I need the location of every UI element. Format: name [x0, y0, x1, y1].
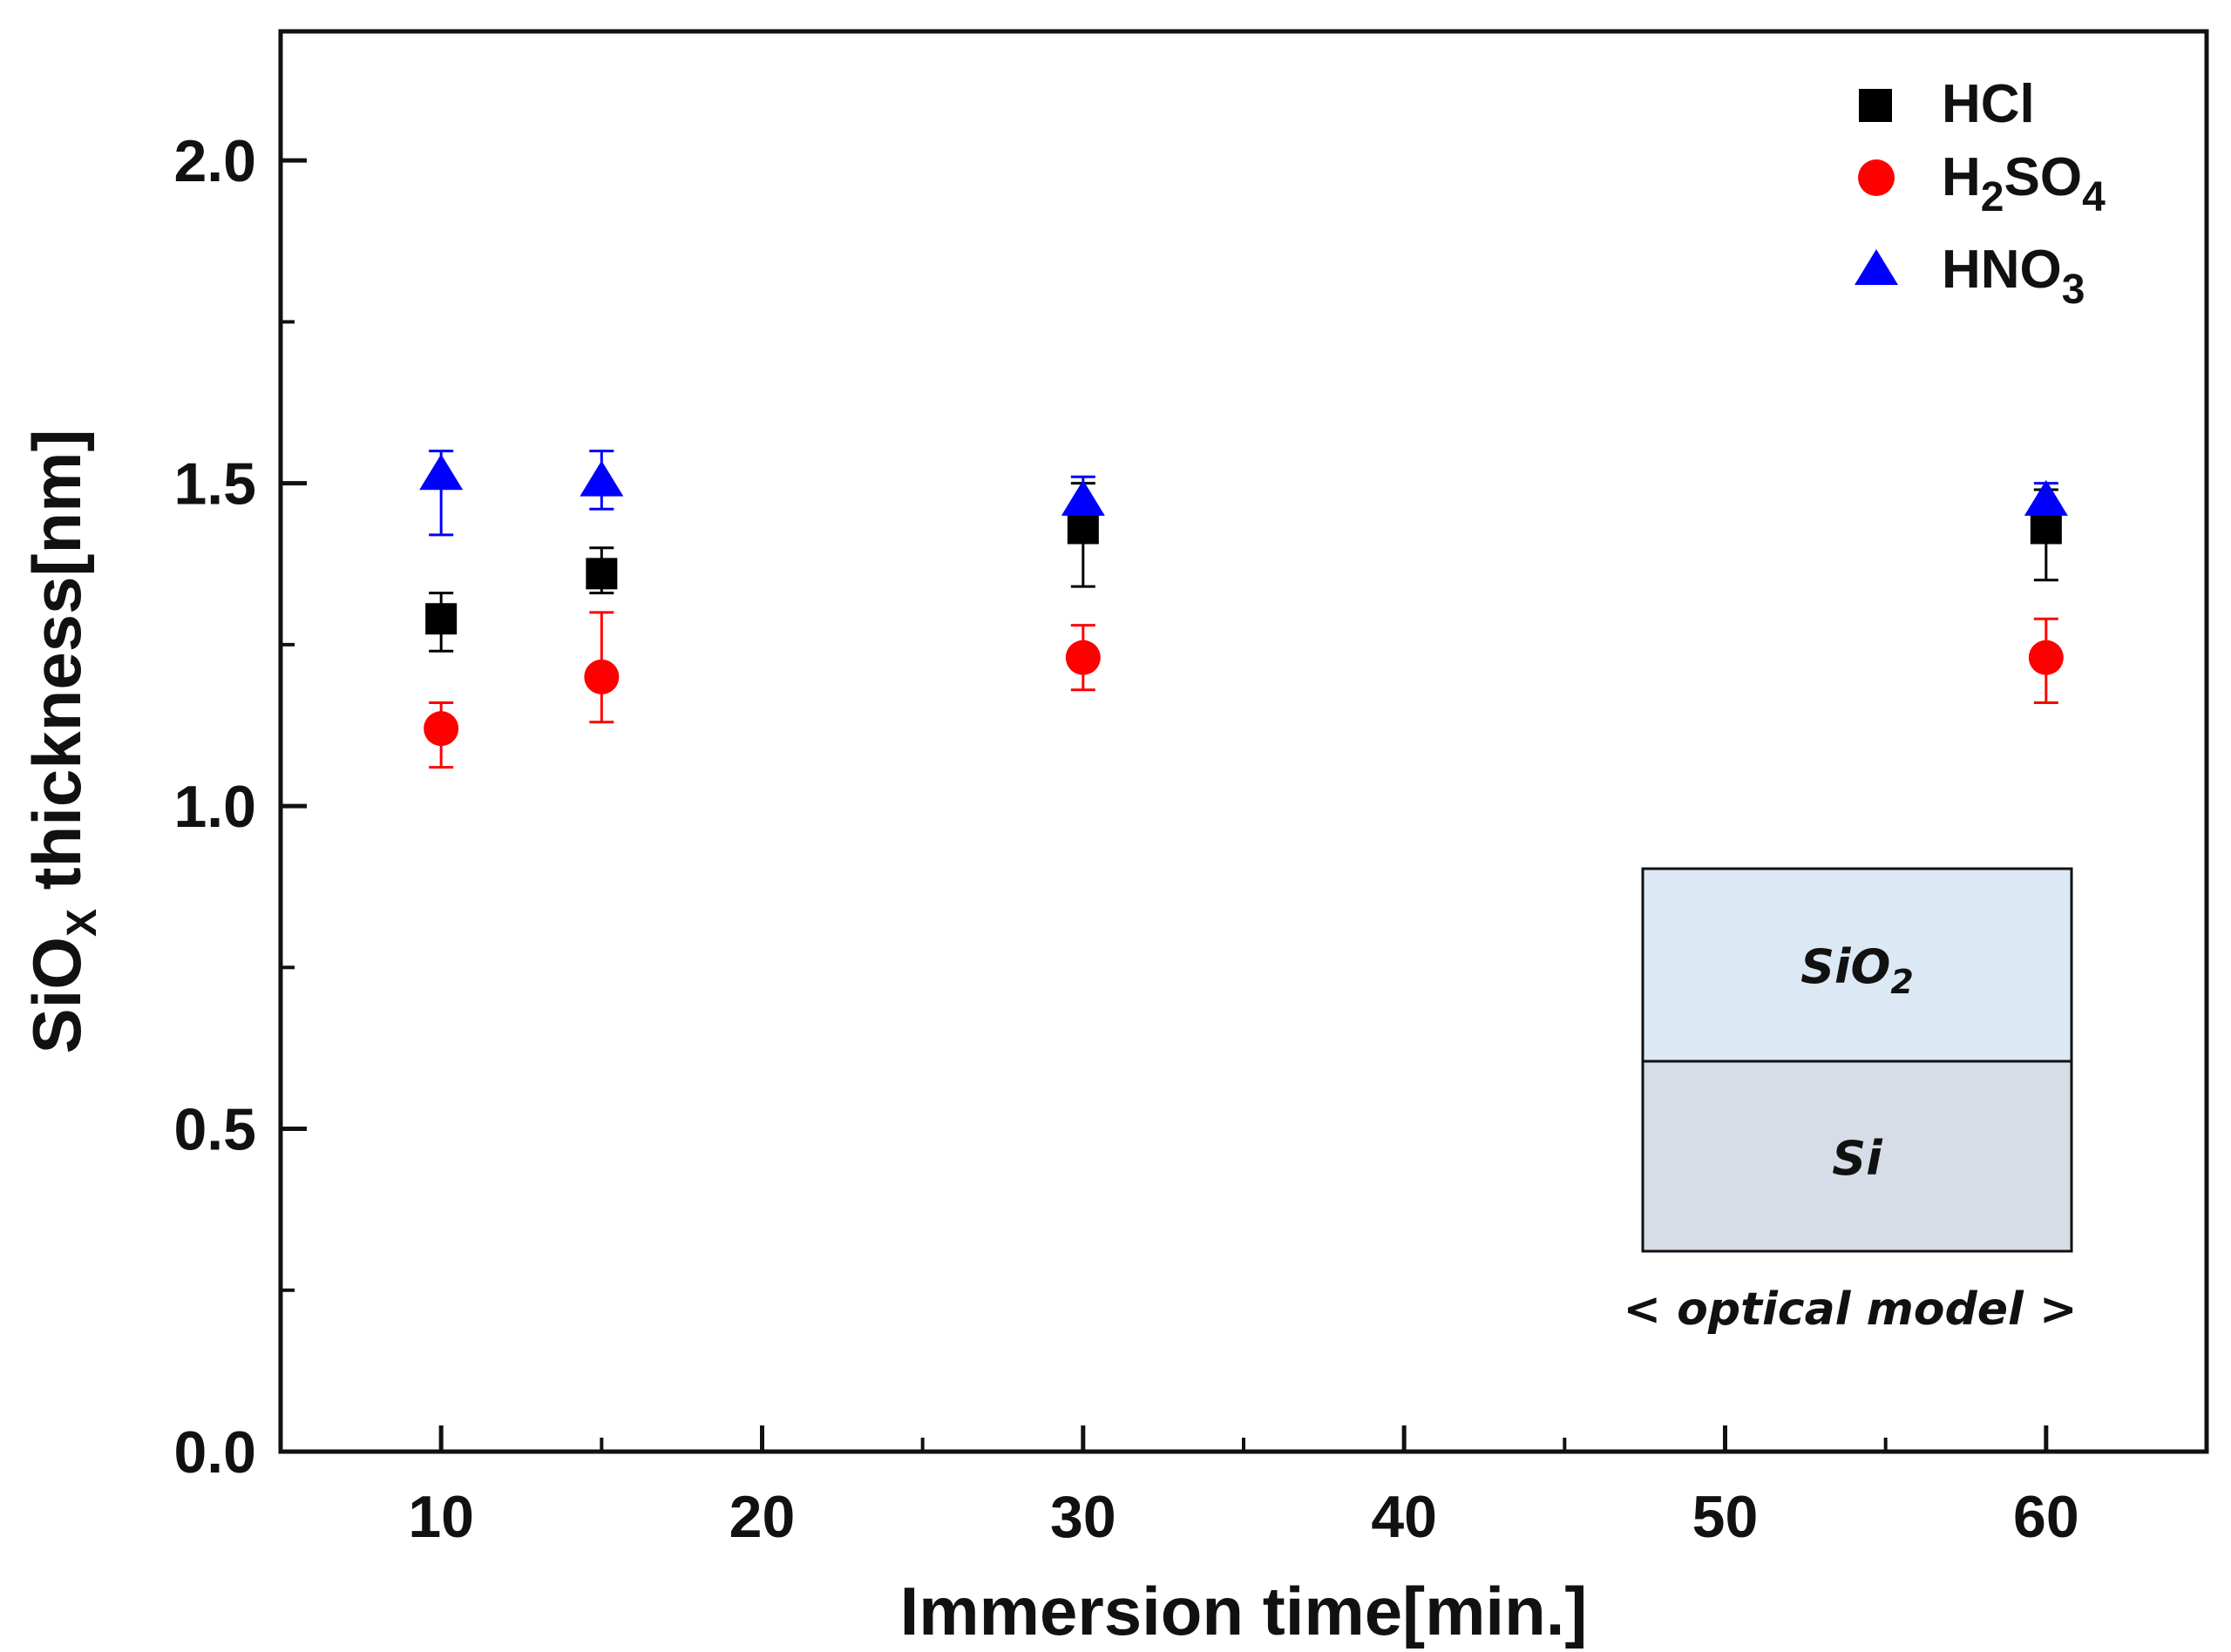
point-hno3 [580, 460, 624, 497]
data-points [419, 454, 2068, 747]
x-tick-label: 50 [1692, 1484, 1759, 1550]
si-layer-label: Si [1832, 1131, 1883, 1186]
y-axis-title-rest: thickness[nm] [18, 430, 95, 909]
legend-label-h2so4: H2SO4 [1942, 147, 2106, 220]
optical-model-inset: SiO2 Si < optical model > [1623, 867, 2078, 1336]
legend-marker-hno3 [1855, 249, 1898, 285]
x-axis-title: Immersion time[min.] [900, 1573, 1588, 1649]
point-hcl [2030, 512, 2062, 545]
point-hno3 [419, 454, 464, 491]
sio2-layer-label: SiO2 [1800, 939, 1914, 1001]
y-tick-label: 1.0 [173, 774, 256, 840]
si-layer [1641, 1060, 2073, 1253]
y-axis-title-sub: X [59, 909, 105, 937]
legend-marker-h2so4 [1858, 159, 1895, 196]
point-h2so4 [2028, 640, 2064, 675]
legend-marker-hcl [1859, 89, 1892, 122]
legend-label-hno3: HNO3 [1942, 240, 2085, 313]
point-hcl [586, 558, 618, 590]
y-tick-label: 1.5 [173, 451, 256, 518]
error-bars [429, 450, 2058, 769]
point-hcl [425, 603, 458, 635]
point-hcl [1067, 512, 1099, 545]
x-tick-label: 20 [729, 1484, 796, 1550]
y-tick-label: 2.0 [173, 128, 256, 194]
x-tick-label: 60 [2013, 1484, 2079, 1550]
y-axis-ticks: 0.0 0.5 1.0 1.5 2.0 [173, 128, 307, 1486]
point-h2so4 [424, 711, 459, 747]
point-h2so4 [584, 659, 620, 694]
y-tick-label: 0.5 [173, 1097, 256, 1163]
y-axis-title: SiOX thickness[nm] [18, 430, 105, 1054]
legend: HCl H2SO4 HNO3 [1855, 74, 2106, 313]
point-hno3 [2024, 479, 2068, 516]
y-axis-title-main: SiO [18, 937, 95, 1053]
point-h2so4 [1065, 640, 1101, 675]
y-tick-label: 0.0 [173, 1419, 256, 1486]
inset-caption: < optical model > [1623, 1283, 2077, 1336]
point-hno3 [1061, 479, 1105, 516]
x-axis-ticks: 10 20 30 40 50 60 [408, 1425, 2079, 1550]
x-tick-label: 10 [408, 1484, 474, 1550]
x-tick-label: 40 [1371, 1484, 1437, 1550]
sio2-layer [1641, 867, 2073, 1063]
legend-label-hcl: HCl [1942, 74, 2035, 134]
x-tick-label: 30 [1050, 1484, 1116, 1550]
